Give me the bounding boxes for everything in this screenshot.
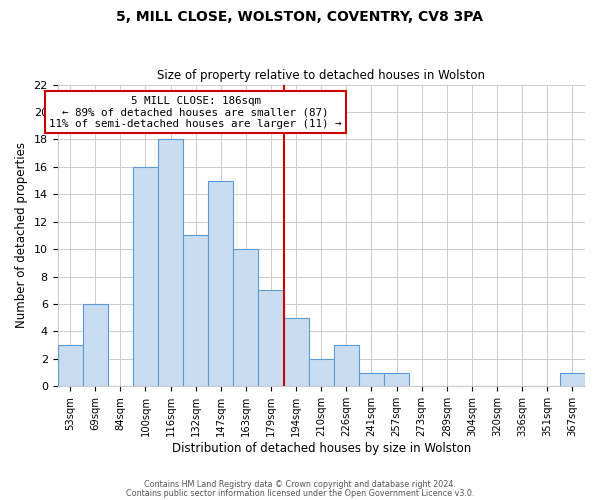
Bar	[334, 345, 359, 387]
Text: Contains HM Land Registry data © Crown copyright and database right 2024.: Contains HM Land Registry data © Crown c…	[144, 480, 456, 489]
Bar	[58, 345, 83, 387]
Text: 5 MILL CLOSE: 186sqm
← 89% of detached houses are smaller (87)
11% of semi-detac: 5 MILL CLOSE: 186sqm ← 89% of detached h…	[49, 96, 342, 128]
Text: Contains public sector information licensed under the Open Government Licence v3: Contains public sector information licen…	[126, 488, 474, 498]
Bar	[359, 372, 384, 386]
Bar	[259, 290, 284, 386]
Y-axis label: Number of detached properties: Number of detached properties	[15, 142, 28, 328]
Bar	[183, 236, 208, 386]
Bar	[233, 249, 259, 386]
Text: 5, MILL CLOSE, WOLSTON, COVENTRY, CV8 3PA: 5, MILL CLOSE, WOLSTON, COVENTRY, CV8 3P…	[116, 10, 484, 24]
Bar	[158, 140, 183, 386]
Bar	[309, 359, 334, 386]
Bar	[133, 167, 158, 386]
Title: Size of property relative to detached houses in Wolston: Size of property relative to detached ho…	[157, 69, 485, 82]
X-axis label: Distribution of detached houses by size in Wolston: Distribution of detached houses by size …	[172, 442, 471, 455]
Bar	[384, 372, 409, 386]
Bar	[560, 372, 585, 386]
Bar	[284, 318, 309, 386]
Bar	[83, 304, 108, 386]
Bar	[208, 180, 233, 386]
